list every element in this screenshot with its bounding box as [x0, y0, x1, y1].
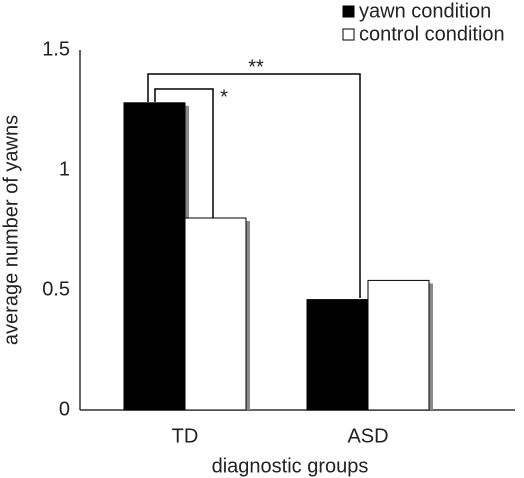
x-axis-label: diagnostic groups: [212, 455, 369, 477]
bar: [306, 299, 369, 411]
legend-label: yawn condition: [359, 0, 491, 22]
y-axis-label: average number of yawns: [0, 115, 22, 345]
annotation: **: [248, 56, 264, 78]
significance-bracket: [147, 73, 361, 298]
x-tick-label: TD: [172, 425, 199, 447]
y-tick-label: 1.5: [42, 38, 70, 60]
legend-marker: [342, 5, 355, 18]
bar: [184, 217, 247, 411]
y-tick-label: 1: [59, 158, 70, 180]
bar: [367, 279, 430, 411]
y-tick-label: 0: [59, 398, 70, 420]
legend-marker: [342, 28, 355, 41]
x-tick-label: ASD: [347, 425, 388, 447]
bar: [123, 102, 186, 411]
significance-bracket: [154, 88, 214, 218]
legend-label: control condition: [359, 23, 505, 45]
y-tick-label: 0.5: [42, 278, 70, 300]
annotation: *: [220, 86, 228, 108]
